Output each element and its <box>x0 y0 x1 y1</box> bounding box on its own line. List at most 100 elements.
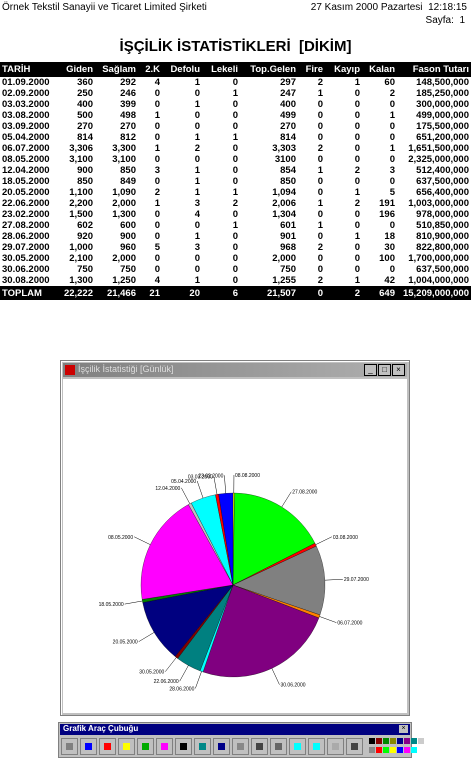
slice-label: 27.08.2000 <box>292 490 317 496</box>
table-cell: 900 <box>95 231 138 242</box>
tool-button[interactable] <box>80 738 97 755</box>
palette-swatch[interactable] <box>411 738 417 744</box>
tool-button[interactable] <box>232 738 249 755</box>
table-cell: 1 <box>138 198 162 209</box>
window-icon <box>65 365 75 375</box>
table-cell: 0 <box>325 99 362 110</box>
table-cell: 850 <box>95 165 138 176</box>
close-button[interactable]: × <box>392 364 405 376</box>
tool-button[interactable] <box>137 738 154 755</box>
palette-swatch[interactable] <box>404 747 410 753</box>
table-cell: 2 <box>298 77 325 88</box>
table-cell: 20.05.2000 <box>0 187 55 198</box>
tool-button[interactable] <box>175 738 192 755</box>
table-cell: 499 <box>240 110 298 121</box>
table-cell: 2 <box>162 143 202 154</box>
palette-swatch[interactable] <box>418 747 424 753</box>
total-cell: 2 <box>325 286 362 300</box>
table-cell: 191 <box>362 198 397 209</box>
palette-swatch[interactable] <box>397 747 403 753</box>
tool-icon <box>66 743 73 750</box>
table-cell: 1,300 <box>55 275 95 286</box>
tool-button[interactable] <box>251 738 268 755</box>
tool-button[interactable] <box>213 738 230 755</box>
table-cell: 247 <box>240 88 298 99</box>
palette-swatch[interactable] <box>383 747 389 753</box>
tool-button[interactable] <box>156 738 173 755</box>
tool-icon <box>142 743 149 750</box>
table-cell: 0 <box>325 110 362 121</box>
column-header: Top.Gelen <box>240 62 298 77</box>
tool-icon <box>294 743 301 750</box>
table-cell: 400 <box>55 99 95 110</box>
tool-button[interactable] <box>327 738 344 755</box>
table-cell: 850 <box>240 176 298 187</box>
tool-button[interactable] <box>346 738 363 755</box>
tool-button[interactable] <box>289 738 306 755</box>
toolbar-close[interactable]: × <box>399 725 408 733</box>
table-cell: 2 <box>325 198 362 209</box>
table-cell: 5 <box>362 187 397 198</box>
total-cell: 20 <box>162 286 202 300</box>
table-cell: 4 <box>138 275 162 286</box>
total-cell: 22,222 <box>55 286 95 300</box>
palette-swatch[interactable] <box>390 738 396 744</box>
minimize-button[interactable]: _ <box>364 364 377 376</box>
tool-button[interactable] <box>194 738 211 755</box>
table-cell: 0 <box>298 132 325 143</box>
table-cell: 2 <box>325 165 362 176</box>
table-cell: 0 <box>138 209 162 220</box>
palette-swatch[interactable] <box>397 738 403 744</box>
table-cell: 0 <box>325 121 362 132</box>
table-cell: 0 <box>325 154 362 165</box>
table-cell: 2 <box>362 88 397 99</box>
table-cell: 1 <box>202 220 240 231</box>
tool-button[interactable] <box>61 738 78 755</box>
table-cell: 2 <box>138 187 162 198</box>
palette-swatch[interactable] <box>390 747 396 753</box>
table-cell: 849 <box>95 176 138 187</box>
slice-label: 29.07.2000 <box>344 577 369 583</box>
table-cell: 4 <box>162 209 202 220</box>
table-cell: 18.05.2000 <box>0 176 55 187</box>
table-cell: 651,200,000 <box>397 132 471 143</box>
palette-swatch[interactable] <box>376 738 382 744</box>
maximize-button[interactable]: □ <box>378 364 391 376</box>
palette-swatch[interactable] <box>418 738 424 744</box>
table-cell: 08.05.2000 <box>0 154 55 165</box>
palette-swatch[interactable] <box>383 738 389 744</box>
tool-icon <box>351 743 358 750</box>
table-cell: 270 <box>95 121 138 132</box>
total-cell: 0 <box>298 286 325 300</box>
tool-button[interactable] <box>118 738 135 755</box>
pie-chart: 08.08.200027.08.200003.08.200029.07.2000… <box>63 379 407 713</box>
table-cell: 1 <box>202 132 240 143</box>
tool-button[interactable] <box>270 738 287 755</box>
table-cell: 30.05.2000 <box>0 253 55 264</box>
palette-swatch[interactable] <box>376 747 382 753</box>
table-cell: 0 <box>138 99 162 110</box>
table-cell: 0 <box>325 209 362 220</box>
palette-swatch[interactable] <box>369 747 375 753</box>
table-cell: 1,000 <box>55 242 95 253</box>
tool-button[interactable] <box>308 738 325 755</box>
table-cell: 3 <box>162 242 202 253</box>
tool-button[interactable] <box>99 738 116 755</box>
table-cell: 3,100 <box>95 154 138 165</box>
table-cell: 06.07.2000 <box>0 143 55 154</box>
palette-swatch[interactable] <box>411 747 417 753</box>
table-cell: 960 <box>95 242 138 253</box>
table-cell: 270 <box>240 121 298 132</box>
table-cell: 500 <box>55 110 95 121</box>
table-cell: 297 <box>240 77 298 88</box>
column-header: 2.K <box>138 62 162 77</box>
palette-swatch[interactable] <box>369 738 375 744</box>
palette-swatch[interactable] <box>404 738 410 744</box>
